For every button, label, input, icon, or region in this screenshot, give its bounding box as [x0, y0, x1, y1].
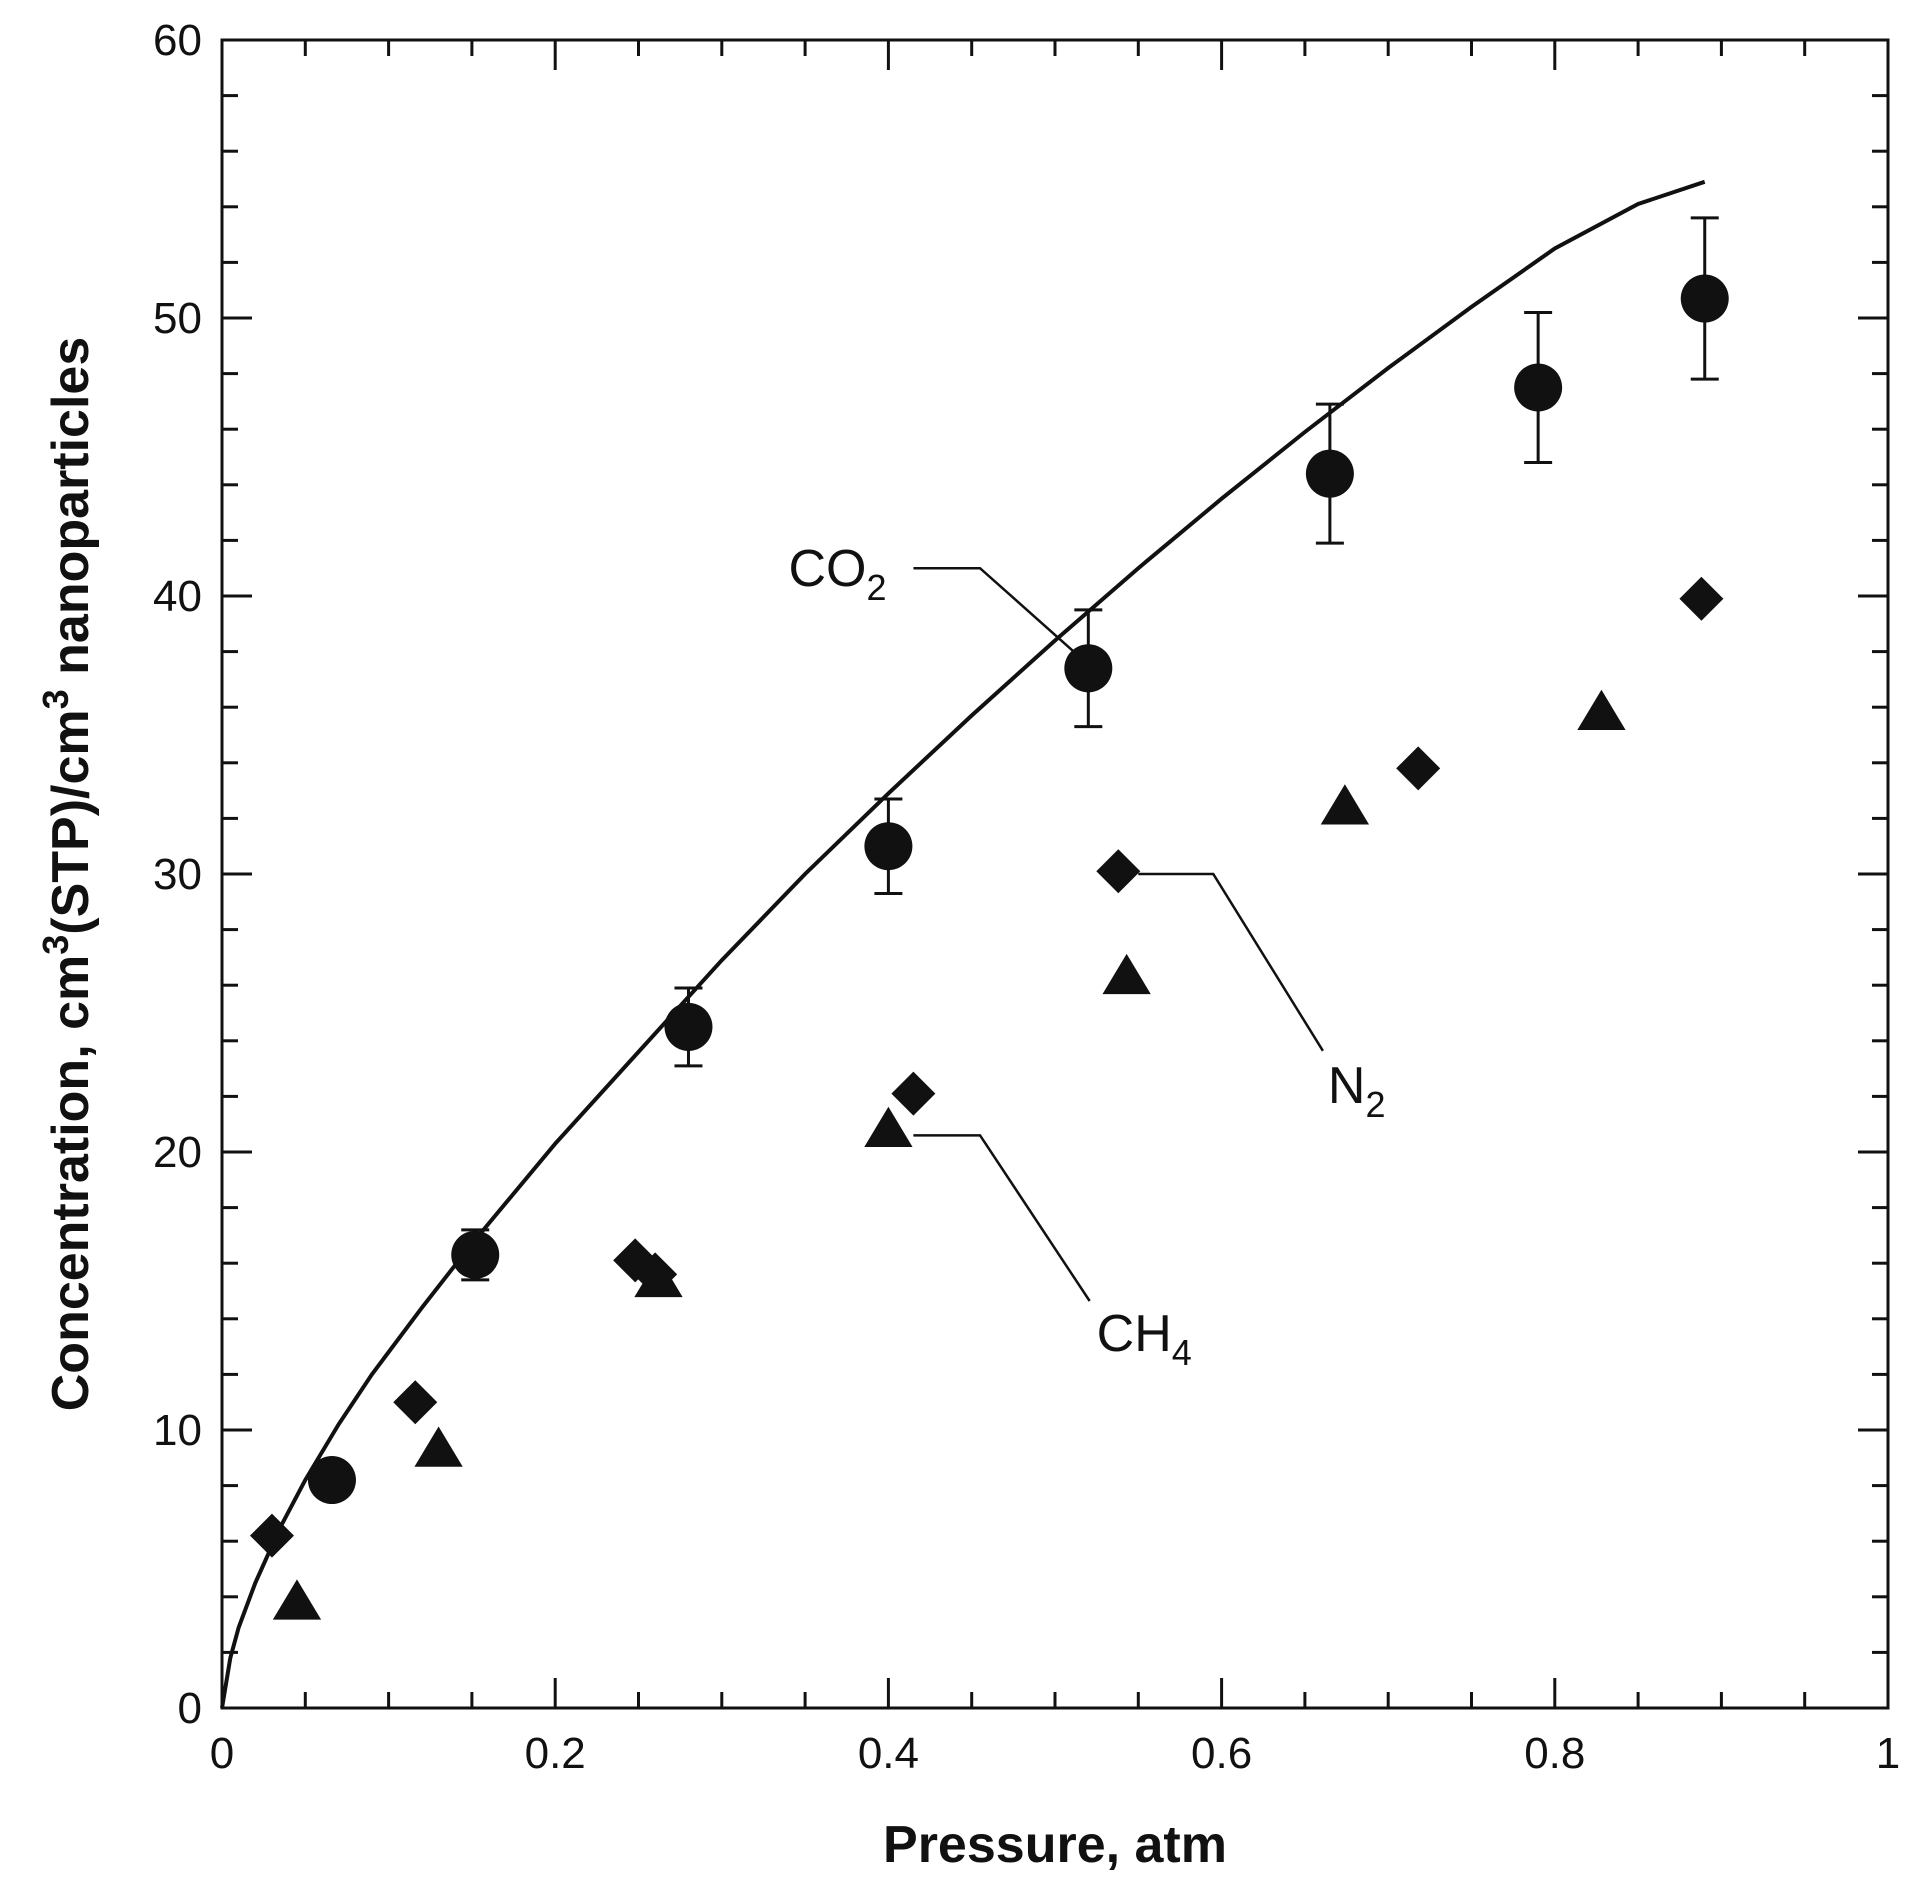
x-tick-label: 0.4: [858, 1729, 919, 1778]
y-axis-title-part2: (STP)/cm: [42, 709, 100, 934]
ch4-label-subscript: 4: [1172, 1332, 1192, 1373]
ch4-point: [864, 1106, 913, 1148]
co2-point: [451, 1230, 500, 1279]
y-tick-label: 0: [178, 1684, 202, 1733]
n2-point: [891, 1071, 936, 1116]
n2-label-main: N: [1328, 1057, 1366, 1115]
n2-label-subscript: 2: [1365, 1084, 1385, 1125]
co2-point: [1064, 644, 1113, 693]
co2-point: [664, 1002, 713, 1051]
n2-point: [1096, 849, 1141, 894]
n2-point: [393, 1380, 438, 1425]
ch4-point: [1320, 784, 1370, 825]
ch4-point: [1577, 689, 1626, 731]
axis-ticks: [220, 38, 1890, 1710]
y-tick-label: 60: [153, 16, 202, 65]
x-axis-title: Pressure, atm: [883, 1816, 1227, 1874]
co2-point: [1514, 363, 1563, 412]
co2-point: [1305, 449, 1354, 498]
co2-label-main: CO: [788, 540, 866, 598]
x-tick-label: 0: [210, 1729, 234, 1778]
n2-label: N2: [1328, 1057, 1386, 1125]
co2-point: [864, 822, 913, 871]
y-tick-label: 40: [153, 572, 202, 621]
ch4-leader-line: [913, 1134, 1091, 1302]
ch4-label-main: CH: [1097, 1305, 1172, 1363]
ch4-label: CH4: [1097, 1305, 1192, 1373]
co2-leader-line: [913, 566, 1081, 659]
x-tick-label: 0.2: [525, 1729, 586, 1778]
y-tick-label: 30: [153, 850, 202, 899]
n2-point: [1396, 746, 1441, 791]
plot-area: [220, 38, 1890, 1710]
y-axis-title-sup2: 3: [35, 689, 76, 709]
co2-label: CO2: [788, 540, 886, 608]
y-axis-title-part1: Concentration, cm: [42, 955, 100, 1412]
ch4-point: [634, 1256, 683, 1298]
ch4-point: [414, 1426, 463, 1467]
x-tick-label: 0.6: [1191, 1729, 1252, 1778]
co2-point: [1680, 274, 1729, 323]
co2-label-subscript: 2: [866, 567, 886, 608]
ch4-point: [1102, 953, 1151, 995]
y-tick-label: 10: [153, 1406, 202, 1455]
data-markers: [249, 216, 1729, 1620]
y-tick-label: 50: [153, 294, 202, 343]
x-tick-label: 0.8: [1524, 1729, 1585, 1778]
n2-leader-line: [1138, 872, 1324, 1052]
annotation-leaders: [913, 566, 1324, 1302]
y-axis-title-part3: nanoparticles: [42, 337, 100, 690]
ch4-point: [272, 1579, 322, 1620]
co2-point: [307, 1456, 356, 1505]
n2-point: [249, 1513, 294, 1558]
n2-point: [1679, 576, 1724, 621]
x-tick-label: 1: [1876, 1729, 1900, 1778]
y-axis-title: Concentration, cm3(STP)/cm3 nanoparticle…: [35, 337, 100, 1412]
y-tick-label: 20: [153, 1128, 202, 1177]
y-axis-title-sup1: 3: [35, 935, 76, 955]
